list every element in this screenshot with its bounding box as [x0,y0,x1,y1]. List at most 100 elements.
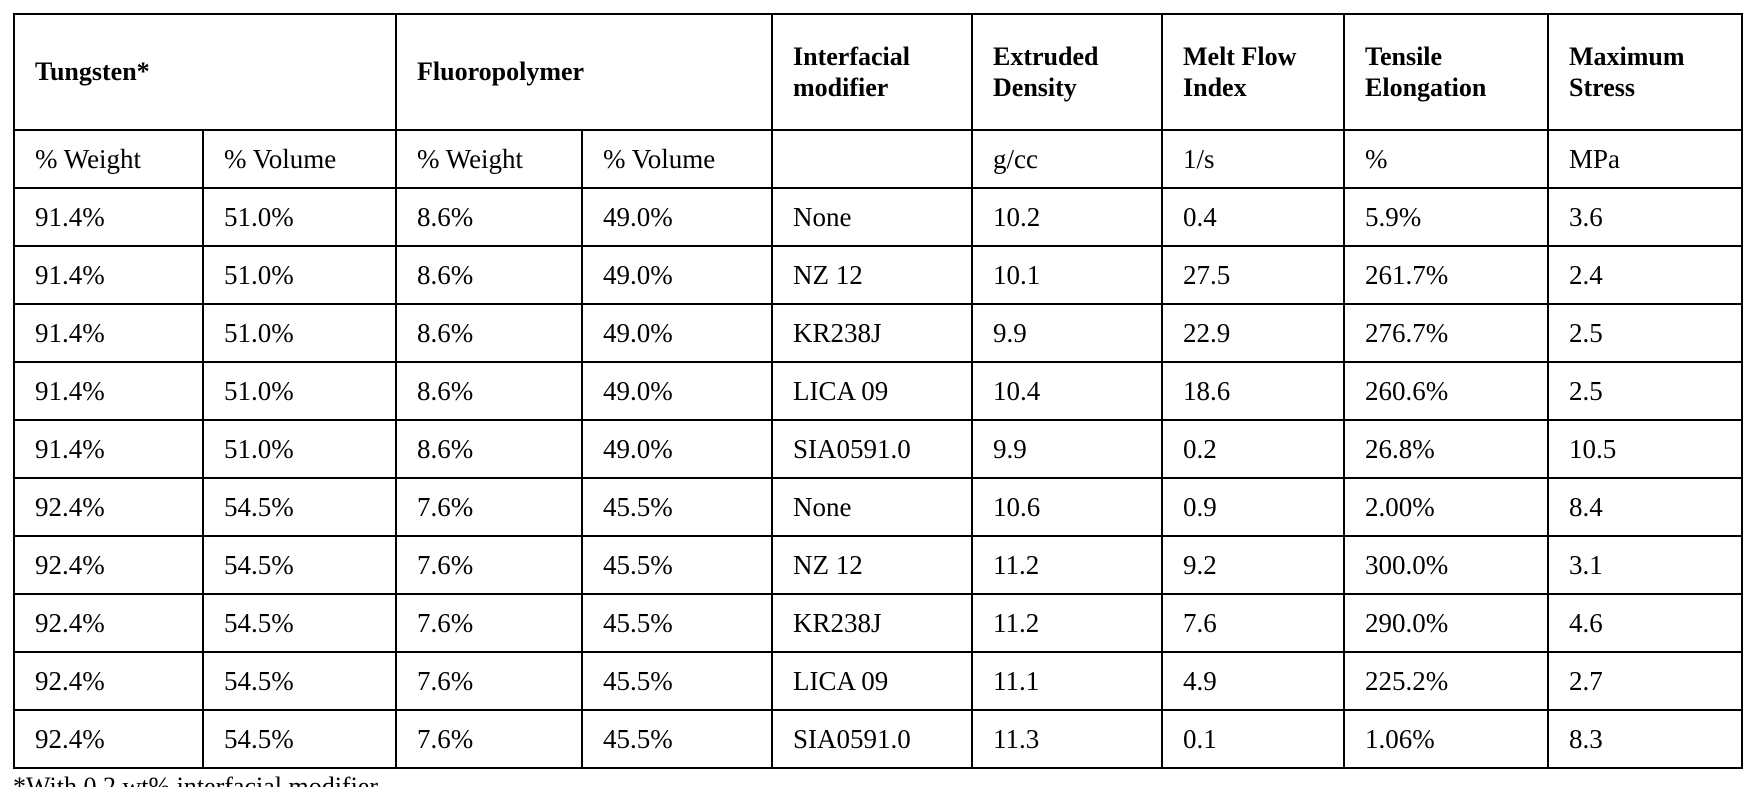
data-cell: 92.4% [14,594,203,652]
data-cell: 4.6 [1548,594,1742,652]
header-cell: Extruded Density [972,14,1162,130]
data-cell: 54.5% [203,594,396,652]
data-cell: 91.4% [14,362,203,420]
data-cell: 0.9 [1162,478,1344,536]
data-cell: 10.2 [972,188,1162,246]
data-cell: 49.0% [582,420,772,478]
data-cell: SIA0591.0 [772,420,972,478]
data-table: Tungsten*FluoropolymerInterfacial modifi… [13,13,1743,769]
data-cell: 51.0% [203,420,396,478]
data-cell: 2.4 [1548,246,1742,304]
data-cell: 5.9% [1344,188,1548,246]
data-cell: 51.0% [203,188,396,246]
data-cell: 54.5% [203,652,396,710]
data-cell: 8.6% [396,362,582,420]
data-cell: 2.7 [1548,652,1742,710]
table-row: 91.4%51.0%8.6%49.0%None10.20.45.9%3.6 [14,188,1742,246]
data-cell: 260.6% [1344,362,1548,420]
data-cell: 91.4% [14,420,203,478]
table-row: 92.4%54.5%7.6%45.5%NZ 1211.29.2300.0%3.1 [14,536,1742,594]
header-cell: Fluoropolymer [396,14,772,130]
data-cell: 45.5% [582,710,772,768]
table-row: 91.4%51.0%8.6%49.0%NZ 1210.127.5261.7%2.… [14,246,1742,304]
table-row: Tungsten*FluoropolymerInterfacial modifi… [14,14,1742,130]
data-cell: 45.5% [582,594,772,652]
table-row: % Weight% Volume% Weight% Volumeg/cc1/s%… [14,130,1742,188]
data-cell: 2.5 [1548,304,1742,362]
data-cell: LICA 09 [772,362,972,420]
data-cell: LICA 09 [772,652,972,710]
data-cell: 261.7% [1344,246,1548,304]
page: Tungsten*FluoropolymerInterfacial modifi… [0,0,1749,787]
data-cell: KR238J [772,594,972,652]
unit-cell: % [1344,130,1548,188]
data-cell: 45.5% [582,536,772,594]
data-cell: 300.0% [1344,536,1548,594]
header-cell: Tensile Elongation [1344,14,1548,130]
table-row: 92.4%54.5%7.6%45.5%None10.60.92.00%8.4 [14,478,1742,536]
data-cell: 49.0% [582,188,772,246]
data-cell: 7.6% [396,652,582,710]
header-cell: Interfacial modifier [772,14,972,130]
data-cell: 225.2% [1344,652,1548,710]
data-cell: 7.6% [396,478,582,536]
footnote: *With 0.2 wt% interfacial modifier [13,772,378,787]
data-cell: KR238J [772,304,972,362]
data-cell: 51.0% [203,304,396,362]
data-cell: 276.7% [1344,304,1548,362]
data-cell: 92.4% [14,478,203,536]
data-cell: 9.2 [1162,536,1344,594]
unit-cell: % Weight [396,130,582,188]
data-cell: 54.5% [203,536,396,594]
data-cell: 3.6 [1548,188,1742,246]
table-row: 91.4%51.0%8.6%49.0%SIA0591.09.90.226.8%1… [14,420,1742,478]
data-cell: None [772,188,972,246]
data-cell: 1.06% [1344,710,1548,768]
data-cell: 7.6% [396,710,582,768]
data-cell: 49.0% [582,362,772,420]
unit-cell [772,130,972,188]
unit-cell: g/cc [972,130,1162,188]
data-cell: 54.5% [203,478,396,536]
data-cell: 8.6% [396,188,582,246]
data-cell: 45.5% [582,478,772,536]
data-cell: 49.0% [582,304,772,362]
header-cell: Maximum Stress [1548,14,1742,130]
data-cell: SIA0591.0 [772,710,972,768]
header-cell: Melt Flow Index [1162,14,1344,130]
data-cell: 9.9 [972,420,1162,478]
data-cell: 22.9 [1162,304,1344,362]
table-row: 92.4%54.5%7.6%45.5%KR238J11.27.6290.0%4.… [14,594,1742,652]
data-cell: 45.5% [582,652,772,710]
table-row: 91.4%51.0%8.6%49.0%LICA 0910.418.6260.6%… [14,362,1742,420]
data-cell: 91.4% [14,246,203,304]
data-cell: 92.4% [14,710,203,768]
data-cell: 51.0% [203,246,396,304]
data-cell: 4.9 [1162,652,1344,710]
data-cell: 8.3 [1548,710,1742,768]
data-cell: 26.8% [1344,420,1548,478]
unit-cell: % Volume [582,130,772,188]
data-cell: 10.4 [972,362,1162,420]
data-cell: 18.6 [1162,362,1344,420]
data-cell: 3.1 [1548,536,1742,594]
data-cell: 11.3 [972,710,1162,768]
data-cell: 27.5 [1162,246,1344,304]
data-cell: None [772,478,972,536]
table-row: 91.4%51.0%8.6%49.0%KR238J9.922.9276.7%2.… [14,304,1742,362]
data-cell: 11.1 [972,652,1162,710]
unit-cell: MPa [1548,130,1742,188]
data-cell: 92.4% [14,536,203,594]
data-cell: 7.6 [1162,594,1344,652]
data-cell: 92.4% [14,652,203,710]
data-cell: 8.6% [396,420,582,478]
unit-cell: % Weight [14,130,203,188]
header-cell: Tungsten* [14,14,396,130]
data-cell: 10.5 [1548,420,1742,478]
data-cell: 10.1 [972,246,1162,304]
data-cell: 11.2 [972,594,1162,652]
data-cell: 290.0% [1344,594,1548,652]
data-cell: 2.5 [1548,362,1742,420]
data-cell: NZ 12 [772,536,972,594]
data-cell: 8.6% [396,304,582,362]
